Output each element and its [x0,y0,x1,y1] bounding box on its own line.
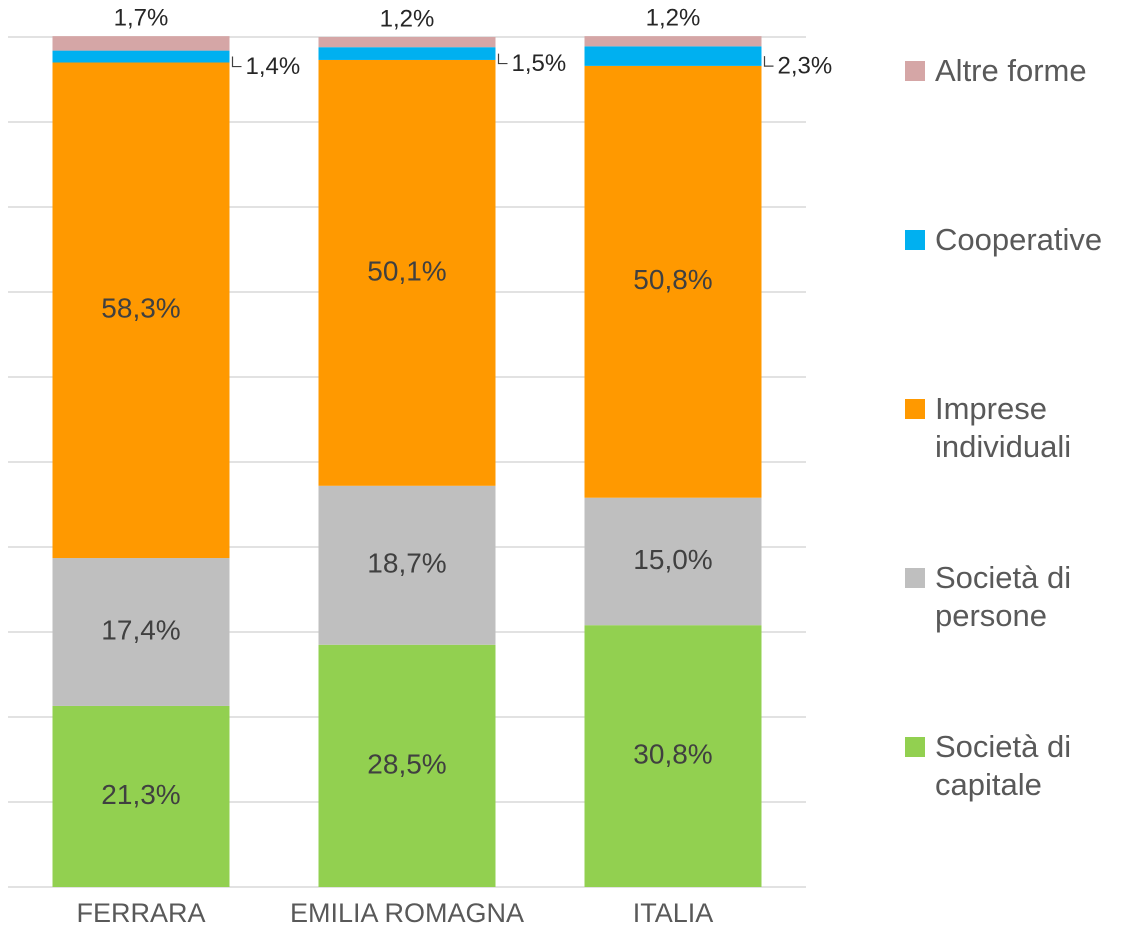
x-tick-label: FERRARA [76,898,205,928]
bar-segment [318,37,496,48]
legend-label: Imprese individuali [935,391,1072,464]
data-label: 1,2% [380,5,435,32]
data-label: 21,3% [101,779,180,810]
x-tick-label: EMILIA ROMAGNA [290,898,524,928]
legend-item: Altre forme [905,52,1130,90]
legend-label: Società di persone [935,560,1072,633]
data-label: 2,3% [778,52,833,79]
bar-segment [318,485,496,645]
legend-item: Cooperative [905,221,1130,259]
legend-swatch [905,61,925,81]
bar-segment [584,46,762,66]
leader-line [231,56,242,68]
data-label: 18,7% [367,548,446,579]
bar-segment [318,59,496,486]
bar-segment [52,62,230,559]
bar-segment [584,625,762,887]
bar-segment [584,65,762,498]
data-label: 50,8% [633,264,712,295]
bar-segment [318,47,496,60]
bar-segment [52,705,230,887]
bar-segment [52,558,230,706]
bar-segment [318,644,496,887]
legend-label: Cooperative [935,222,1103,257]
bar-segment [52,36,230,51]
legend-item: Società di capitale [905,728,1130,804]
data-label: 1,5% [512,50,567,77]
leader-line [763,56,774,67]
bar-segment [52,50,230,63]
data-label: 58,3% [101,293,180,324]
legend-item: Imprese individuali [905,390,1130,466]
legend-item: Società di persone [905,559,1130,635]
data-label: 30,8% [633,738,712,769]
data-label: 28,5% [367,748,446,779]
x-tick-label: ITALIA [633,898,714,928]
data-label: 15,0% [633,544,712,575]
legend-label: Altre forme [935,53,1087,88]
data-label: 1,4% [246,53,301,80]
data-label: 50,1% [367,255,446,286]
bar-segment [584,36,762,47]
legend-swatch [905,230,925,250]
data-label: 17,4% [101,614,180,645]
data-label: 1,7% [114,4,169,31]
legend-swatch [905,568,925,588]
data-label: 1,2% [646,4,701,31]
legend-swatch [905,737,925,757]
legend-swatch [905,399,925,419]
legend-label: Società di capitale [935,729,1072,802]
bar-segment [584,497,762,626]
leader-line [497,53,508,65]
